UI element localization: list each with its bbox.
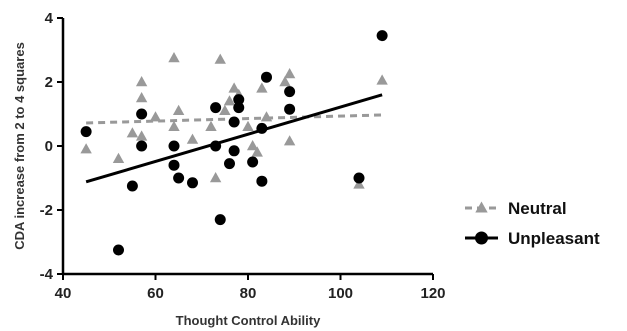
y-tick-label: -4	[40, 266, 54, 283]
y-tick-label: 0	[45, 138, 53, 155]
unpleasant-point	[168, 159, 180, 171]
unpleasant-point	[284, 103, 296, 115]
x-tick-label: 100	[328, 285, 353, 302]
neutral-point	[126, 127, 139, 138]
unpleasant-point	[247, 156, 259, 168]
unpleasant-point	[136, 140, 148, 152]
unpleasant-point	[256, 122, 268, 134]
neutral-point	[168, 52, 180, 63]
neutral-point	[376, 74, 388, 85]
neutral-point	[219, 104, 231, 115]
x-tick-label: 40	[55, 285, 72, 302]
legend: Neutral Unpleasant	[465, 199, 600, 248]
unpleasant-point	[228, 116, 240, 128]
unpleasant-point	[353, 172, 365, 184]
unpleasant-point	[210, 102, 222, 114]
neutral-point	[205, 120, 217, 131]
unpleasant-point	[214, 214, 226, 226]
unpleasant-point	[168, 140, 180, 152]
neutral-point	[186, 133, 199, 144]
unpleasant-point	[256, 175, 268, 187]
neutral-point	[260, 111, 273, 122]
unpleasant-point	[126, 180, 138, 192]
legend-unpleasant-label: Unpleasant	[508, 229, 600, 248]
x-tick-label: 120	[420, 285, 445, 302]
neutral-point	[214, 53, 226, 64]
y-tick-label: 4	[45, 10, 54, 27]
legend-neutral-label: Neutral	[508, 199, 567, 218]
neutral-point	[168, 120, 180, 131]
unpleasant-point	[187, 177, 198, 189]
y-axis-title: CDA increase from 2 to 4 squares	[12, 42, 27, 250]
data-points	[80, 30, 388, 256]
unpleasant-fit-line	[85, 93, 383, 184]
neutral-point	[283, 68, 296, 79]
unpleasant-point	[261, 71, 272, 83]
neutral-point	[172, 104, 185, 115]
neutral-point	[149, 111, 162, 122]
x-tick-label: 60	[147, 285, 164, 302]
unpleasant-point	[80, 126, 92, 138]
ticks: 40 60 80 100 120 -4 -2 0 2 4	[40, 10, 446, 302]
neutral-point	[135, 130, 148, 141]
neutral-point	[279, 76, 291, 87]
neutral-point	[251, 146, 263, 157]
x-tick-label: 80	[240, 285, 257, 302]
legend-item-unpleasant: Unpleasant	[465, 229, 600, 248]
neutral-point	[246, 140, 259, 151]
neutral-point	[228, 82, 240, 93]
y-tick-label: -2	[40, 202, 53, 219]
unpleasant-point	[284, 86, 296, 98]
neutral-point	[223, 95, 236, 106]
y-tick-label: 2	[45, 74, 53, 91]
unpleasant-point	[233, 102, 245, 114]
neutral-point	[209, 172, 222, 183]
neutral-point	[242, 120, 254, 131]
unpleasant-point	[224, 158, 235, 170]
neutral-point	[112, 152, 125, 163]
unpleasant-point	[136, 108, 148, 120]
neutral-point	[135, 76, 148, 87]
unpleasant-point	[173, 172, 185, 184]
unpleasant-point	[228, 145, 240, 157]
neutral-point	[256, 82, 268, 93]
legend-neutral-marker	[475, 201, 488, 213]
x-axis-title: Thought Control Ability	[176, 313, 321, 328]
unpleasant-point	[233, 94, 245, 106]
unpleasant-point	[210, 140, 222, 152]
unpleasant-point	[113, 244, 124, 256]
legend-unpleasant-marker	[475, 231, 488, 245]
neutral-point	[80, 143, 92, 154]
unpleasant-point	[376, 30, 388, 42]
axes	[61, 18, 433, 276]
neutral-point	[135, 92, 148, 103]
legend-item-neutral: Neutral	[465, 199, 567, 218]
neutral-point	[283, 135, 296, 146]
